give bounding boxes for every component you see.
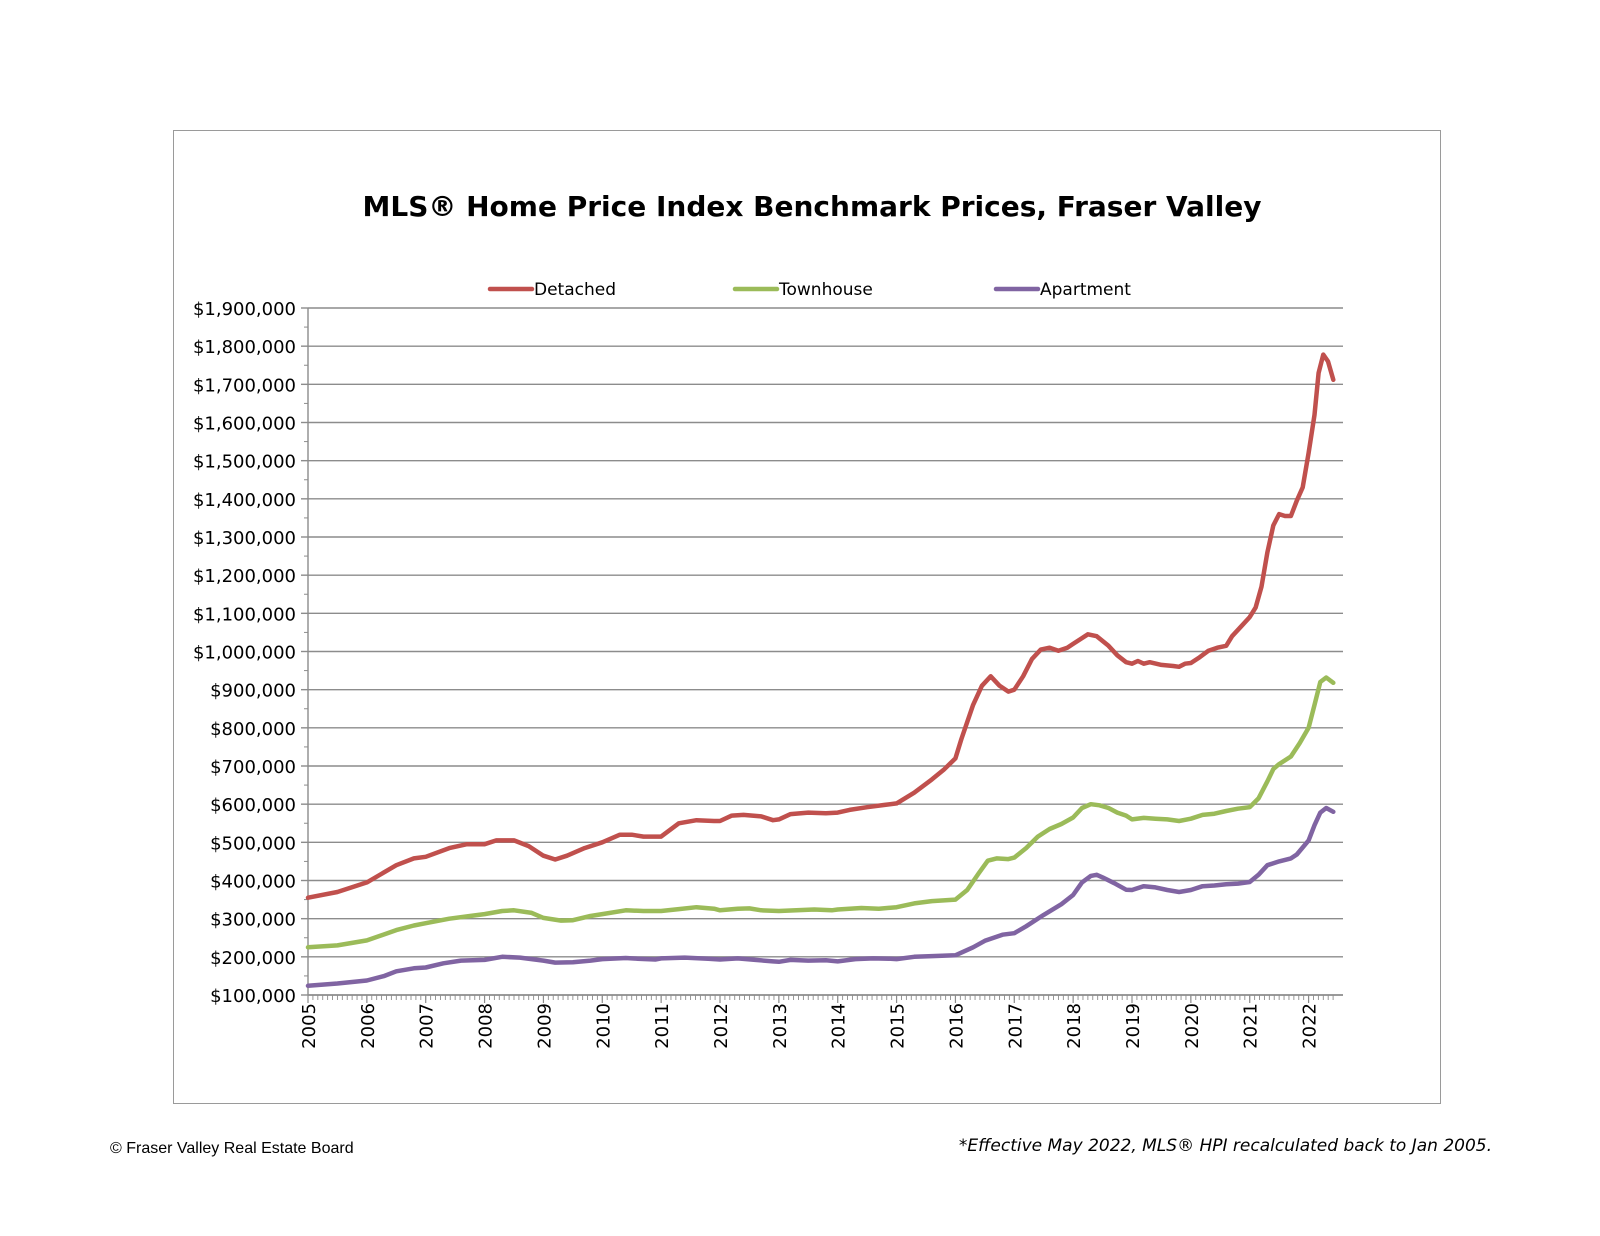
y-tick-label: $1,600,000: [193, 414, 296, 435]
x-tick-label: 2011: [652, 1003, 673, 1049]
series-line-detached: [305, 352, 1336, 900]
x-tick-label: 2012: [711, 1003, 732, 1049]
grid-lines: [308, 307, 1343, 996]
y-tick-label: $1,700,000: [193, 375, 296, 396]
y-tick-label: $1,900,000: [193, 299, 296, 320]
y-tick-label: $500,000: [210, 833, 296, 854]
y-tick-label: $1,400,000: [193, 490, 296, 511]
x-tick-label: 2006: [358, 1003, 379, 1049]
legend-label-townhouse: Townhouse: [778, 280, 873, 300]
y-tick-label: $600,000: [210, 795, 296, 816]
legend-label-detached: Detached: [534, 280, 616, 300]
footnote-text: *Effective May 2022, MLS® HPI recalculat…: [958, 1136, 1492, 1156]
y-tick-label: $1,200,000: [193, 566, 296, 587]
x-tick-label: 2010: [593, 1003, 614, 1049]
y-tick-label: $100,000: [210, 986, 296, 1007]
x-tick-label: 2017: [1005, 1003, 1026, 1049]
y-tick-label: $300,000: [210, 910, 296, 931]
chart-frame: [173, 130, 1441, 1104]
x-tick-label: 2008: [476, 1003, 497, 1049]
x-tick-label: 2021: [1241, 1003, 1262, 1049]
y-tick-label: $1,300,000: [193, 528, 296, 549]
x-tick-label: 2020: [1182, 1003, 1203, 1049]
x-tick-label: 2009: [534, 1003, 555, 1049]
x-axis: 2005 2006 2007 2008 2009 2010 2011 2012 2013 2014…: [299, 994, 1343, 1049]
y-tick-label: $200,000: [210, 948, 296, 969]
x-tick-label: 2016: [946, 1003, 967, 1049]
x-tick-label: 2015: [888, 1003, 909, 1049]
x-tick-label: 2014: [829, 1003, 850, 1049]
legend-label-apartment: Apartment: [1040, 280, 1131, 300]
series-lines: [305, 352, 1336, 989]
y-tick-label: $900,000: [210, 681, 296, 702]
y-tick-label: $1,500,000: [193, 452, 296, 473]
chart-title: MLS® Home Price Index Benchmark Prices, …: [363, 190, 1262, 223]
x-tick-label: 2018: [1064, 1003, 1085, 1049]
series-line-apartment: [305, 805, 1336, 989]
x-tick-label: 2013: [770, 1003, 791, 1049]
x-tick-label: 2007: [417, 1003, 438, 1049]
x-tick-label: 2005: [299, 1003, 320, 1049]
y-tick-label: $1,100,000: [193, 604, 296, 625]
y-tick-label: $1,800,000: [193, 337, 296, 358]
y-tick-label: $1,000,000: [193, 643, 296, 664]
y-tick-label: $400,000: [210, 872, 296, 893]
y-axis: $100,000 $200,000 $300,000 $400,000 $500,000…: [193, 299, 309, 1007]
series-line-townhouse: [305, 675, 1336, 950]
y-tick-label: $700,000: [210, 757, 296, 778]
legend: Detached Townhouse Apartment: [487, 280, 1131, 300]
y-tick-label: $800,000: [210, 719, 296, 740]
copyright-text: © Fraser Valley Real Estate Board: [110, 1140, 354, 1157]
x-tick-label: 2019: [1123, 1003, 1144, 1049]
x-tick-label: 2022: [1300, 1003, 1321, 1049]
